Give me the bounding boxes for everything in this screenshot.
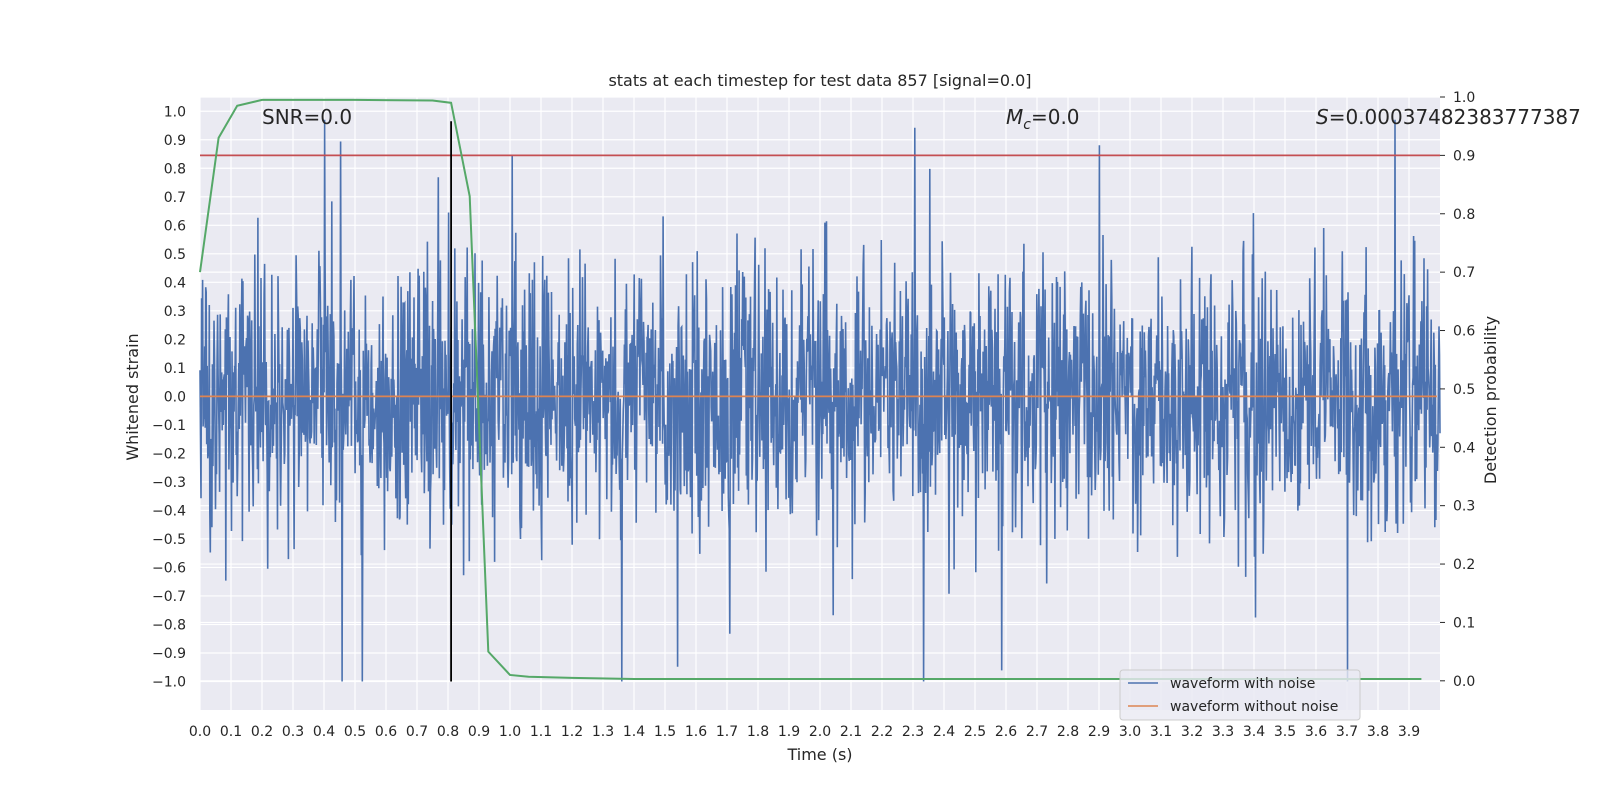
y-tick-label: −0.2 (152, 446, 186, 462)
y2-tick-label: 0.7 (1453, 265, 1475, 281)
x-tick-label: 3.1 (1150, 724, 1172, 740)
y-tick-label: 0.6 (164, 218, 186, 234)
y-tick-label: 0.4 (164, 275, 186, 291)
legend-label-noise: waveform with noise (1170, 676, 1315, 692)
x-axis-label: Time (s) (786, 745, 852, 764)
x-tick-label: 2.0 (809, 724, 831, 740)
y2-tick-label: 0.0 (1453, 674, 1475, 690)
y-tick-label: −0.5 (152, 532, 186, 548)
chirp-mass-value: =0.0 (1031, 105, 1080, 129)
y2-tick-label: 0.2 (1453, 557, 1475, 573)
y-tick-label: 0.1 (164, 361, 186, 377)
y-tick-label: −0.8 (152, 617, 186, 633)
x-tick-label: 3.7 (1336, 724, 1358, 740)
legend: waveform with noise waveform without noi… (1119, 669, 1361, 721)
y-tick-label: −0.9 (152, 646, 186, 662)
y2-tick-label: 0.3 (1453, 499, 1475, 515)
x-tick-label: 0.2 (251, 724, 273, 740)
y2-axis-label: Detection probability (1481, 316, 1500, 484)
x-tick-label: 3.6 (1305, 724, 1327, 740)
y-tick-label: −0.7 (152, 589, 186, 605)
y2-tick-label: 1.0 (1453, 90, 1475, 106)
x-tick-label: 0.9 (468, 724, 490, 740)
series-lines (199, 98, 1440, 682)
y2-axis-ticks: 1.0 0.9 0.8 0.7 0.6 0.5 0.4 0.3 0.2 0.1 0.0 (1440, 90, 1475, 690)
y-tick-label: −0.1 (152, 418, 186, 434)
snr-annotation: SNR=0.0 (262, 105, 352, 129)
x-tick-label: 0.8 (437, 724, 459, 740)
x-tick-label: 2.2 (871, 724, 893, 740)
chirp-mass-annotation: Mc=0.0 (1006, 105, 1080, 133)
y-tick-label: −0.6 (152, 560, 186, 576)
y-tick-label: 0.7 (164, 190, 186, 206)
x-tick-label: 2.6 (995, 724, 1017, 740)
x-tick-label: 0.1 (220, 724, 242, 740)
x-tick-label: 0.3 (282, 724, 304, 740)
waveform-with-noise-line (199, 119, 1441, 682)
x-tick-label: 1.8 (747, 724, 769, 740)
x-tick-label: 0.4 (313, 724, 335, 740)
x-tick-label: 2.9 (1088, 724, 1110, 740)
x-tick-label: 0.0 (189, 724, 211, 740)
x-tick-label: 2.5 (964, 724, 986, 740)
y-tick-label: 0.2 (164, 332, 186, 348)
chirp-mass-symbol: M (1006, 105, 1023, 129)
x-tick-label: 3.2 (1181, 724, 1203, 740)
y-axis-ticks: 1.0 0.9 0.8 0.7 0.6 0.5 0.4 0.3 0.2 0.1 0.0 −0.1 −0.… (152, 104, 186, 690)
x-tick-label: 2.1 (840, 724, 862, 740)
x-tick-label: 1.2 (561, 724, 583, 740)
x-tick-label: 1.0 (499, 724, 521, 740)
x-tick-label: 1.7 (716, 724, 738, 740)
x-tick-label: 1.5 (654, 724, 676, 740)
x-tick-label: 1.3 (592, 724, 614, 740)
y2-tick-label: 0.8 (1453, 207, 1475, 223)
y-tick-label: 0.3 (164, 304, 186, 320)
x-tick-label: 3.5 (1274, 724, 1296, 740)
s-symbol: S (1316, 105, 1329, 129)
chart-title: stats at each timestep for test data 857… (608, 71, 1031, 90)
x-tick-label: 2.3 (902, 724, 924, 740)
x-tick-label: 0.6 (375, 724, 397, 740)
y-tick-label: −1.0 (152, 674, 186, 690)
legend-box (1119, 669, 1361, 721)
x-tick-label: 2.8 (1057, 724, 1079, 740)
legend-label-clean: waveform without noise (1170, 699, 1338, 715)
y-tick-label: 0.5 (164, 247, 186, 263)
x-tick-label: 1.6 (685, 724, 707, 740)
x-tick-label: 3.4 (1243, 724, 1265, 740)
x-tick-label: 1.1 (530, 724, 552, 740)
x-tick-label: 3.0 (1119, 724, 1141, 740)
x-axis-ticks: 0.0 0.1 0.2 0.3 0.4 0.5 0.6 0.7 0.8 0.9 1.0 1.1 1.2 1… (189, 724, 1420, 740)
y-tick-label: 0.8 (164, 161, 186, 177)
s-value: =0.00037482383777387 (1329, 105, 1581, 129)
x-tick-label: 3.3 (1212, 724, 1234, 740)
s-annotation: S=0.00037482383777387 (1316, 105, 1581, 129)
x-tick-label: 0.7 (406, 724, 428, 740)
x-tick-label: 0.5 (344, 724, 366, 740)
series-waveform-with-noise (199, 119, 1441, 682)
x-tick-label: 2.4 (933, 724, 955, 740)
y-tick-label: −0.3 (152, 475, 186, 491)
x-tick-label: 1.4 (623, 724, 645, 740)
y-tick-label: 0.9 (164, 133, 186, 149)
detection-probability-line (199, 98, 1422, 681)
y2-tick-label: 0.1 (1453, 615, 1475, 631)
y2-tick-label: 0.6 (1453, 324, 1475, 340)
y-axis-label: Whitened strain (123, 333, 142, 460)
y-tick-label: 0.0 (164, 389, 186, 405)
y-tick-label: 1.0 (164, 104, 186, 120)
y-tick-label: −0.4 (152, 503, 186, 519)
chirp-mass-subscript: c (1023, 117, 1031, 133)
y2-tick-label: 0.9 (1453, 148, 1475, 164)
y2-tick-label: 0.4 (1453, 440, 1475, 456)
y2-tick-label: 0.5 (1453, 382, 1475, 398)
x-tick-label: 3.9 (1398, 724, 1420, 740)
x-tick-label: 3.8 (1367, 724, 1389, 740)
x-tick-label: 2.7 (1026, 724, 1048, 740)
x-tick-label: 1.9 (778, 724, 800, 740)
